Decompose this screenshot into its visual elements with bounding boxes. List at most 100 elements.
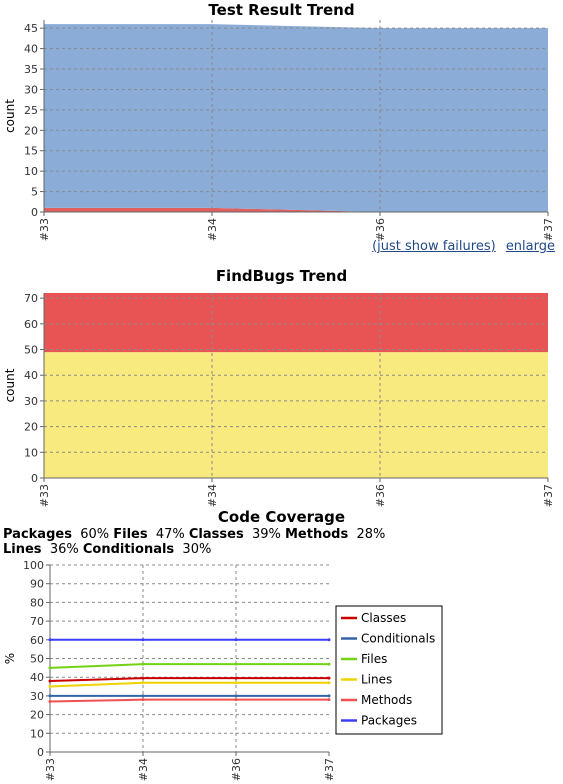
y-tick-label: 0 [37,746,44,759]
y-tick-label: 25 [24,104,38,117]
legend-label-classes: Classes [361,611,406,625]
point-methods [327,698,331,702]
y-tick-label: 40 [24,43,38,56]
point-lines [234,681,238,685]
findbugs-title: FindBugs Trend [215,267,348,285]
x-tick-label: #36 [230,758,243,781]
y-tick-label: 35 [24,63,38,76]
point-lines [327,681,331,685]
point-classes [234,676,238,680]
summary-value-methods: 28% [348,527,386,542]
y-tick-label: 10 [30,727,44,740]
x-tick-label: #33 [44,758,57,781]
y-tick-label: 40 [30,671,44,684]
legend-label-methods: Methods [361,693,412,707]
y-tick-label: 15 [24,145,38,158]
findbugs-trend-chart: 0 10 20 30 40 50 60 70 #33 #34 #36 #37 count [3,292,555,507]
coverage-summary: Packages 60% Files 47% Classes 39% Metho… [3,527,423,557]
y-tick-label: 60 [24,318,38,331]
y-tick-label: 5 [31,186,38,199]
y-axis-label: % [3,653,17,664]
y-tick-label: 30 [24,83,38,96]
legend-label-conditionals: Conditionals [361,632,435,646]
x-tick-label: #34 [137,758,150,781]
y-tick-label: 20 [30,709,44,722]
y-tick-label: 70 [30,615,44,628]
x-tick-label: #36 [374,484,387,507]
y-tick-label: 10 [24,165,38,178]
point-lines [141,681,145,685]
just-show-failures-link[interactable]: (just show failures) [372,239,496,254]
y-tick-label: 0 [31,472,38,485]
y-tick-label: 90 [30,578,44,591]
coverage-title: Code Coverage [217,508,346,526]
y-tick-label: 50 [24,344,38,357]
test-trend-links: (just show failures) enlarge [366,239,555,254]
y-tick-label: 60 [30,634,44,647]
summary-value-classes: 39% [243,527,285,542]
summary-label-conditionals: Conditionals [82,542,175,557]
y-tick-label: 10 [24,446,38,459]
summary-label-lines: Lines [3,542,42,557]
x-tick-label: #33 [38,218,51,241]
area-series-0 [44,352,548,478]
y-tick-label: 0 [31,206,38,219]
point-files [327,662,331,666]
y-tick-label: 45 [24,22,38,35]
point-conditionals [327,694,331,698]
area-series-1 [44,24,548,212]
x-tick-label: #37 [323,758,336,781]
y-tick-label: 70 [24,292,38,305]
point-classes [48,679,52,683]
y-axis-label: count [3,99,17,133]
legend-label-lines: Lines [361,673,392,687]
y-tick-label: 30 [24,395,38,408]
x-tick-label: #34 [206,218,219,241]
x-tick-label: #37 [542,218,555,241]
point-files [141,662,145,666]
y-axis-label: count [3,368,17,402]
summary-label-packages: Packages [3,527,72,542]
test-trend-title: Test Result Trend [208,1,355,19]
summary-value-conditionals: 30% [174,542,212,557]
line-series-lines [49,681,329,688]
y-tick-label: 20 [24,421,38,434]
point-conditionals [48,694,52,698]
x-tick-label: #37 [542,484,555,507]
point-classes [141,676,145,680]
point-packages [327,638,331,642]
summary-value-files: 47% [147,527,189,542]
legend-box [335,605,443,735]
y-tick-label: 80 [30,596,44,609]
line-series-classes [49,677,329,682]
point-files [234,662,238,666]
point-methods [141,698,145,702]
code-coverage-chart: 0 10 20 30 40 50 60 70 80 90 100 #33 #34 #36 #37% Class… [3,559,443,781]
legend-label-files: Files [361,652,387,666]
summary-value-lines: 36% [41,542,83,557]
point-classes [327,676,331,680]
y-tick-label: 50 [30,653,44,666]
point-packages [141,638,145,642]
y-tick-label: 100 [23,559,44,572]
x-tick-label: #34 [206,484,219,507]
point-files [48,666,52,670]
point-lines [48,685,52,689]
enlarge-link[interactable]: enlarge [505,239,555,254]
point-conditionals [141,694,145,698]
summary-label-methods: Methods [285,527,349,542]
point-packages [48,638,52,642]
y-tick-label: 40 [24,369,38,382]
summary-label-files: Files [113,527,148,542]
summary-value-packages: 60% [71,527,114,542]
y-tick-label: 20 [24,124,38,137]
summary-label-classes: Classes [188,527,244,542]
point-packages [234,638,238,642]
test-result-trend-chart: 0 5 10 15 20 25 30 35 40 45 #33 #34 #36 #37 count [3,20,555,241]
area-series-1 [44,293,548,353]
point-methods [234,698,238,702]
line-series-methods [49,698,329,703]
point-conditionals [234,694,238,698]
x-tick-label: #33 [38,484,51,507]
line-series-files [49,663,329,669]
